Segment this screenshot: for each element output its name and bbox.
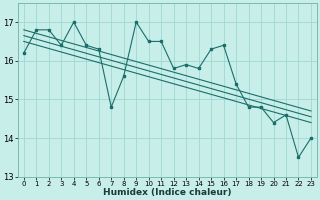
X-axis label: Humidex (Indice chaleur): Humidex (Indice chaleur): [103, 188, 232, 197]
